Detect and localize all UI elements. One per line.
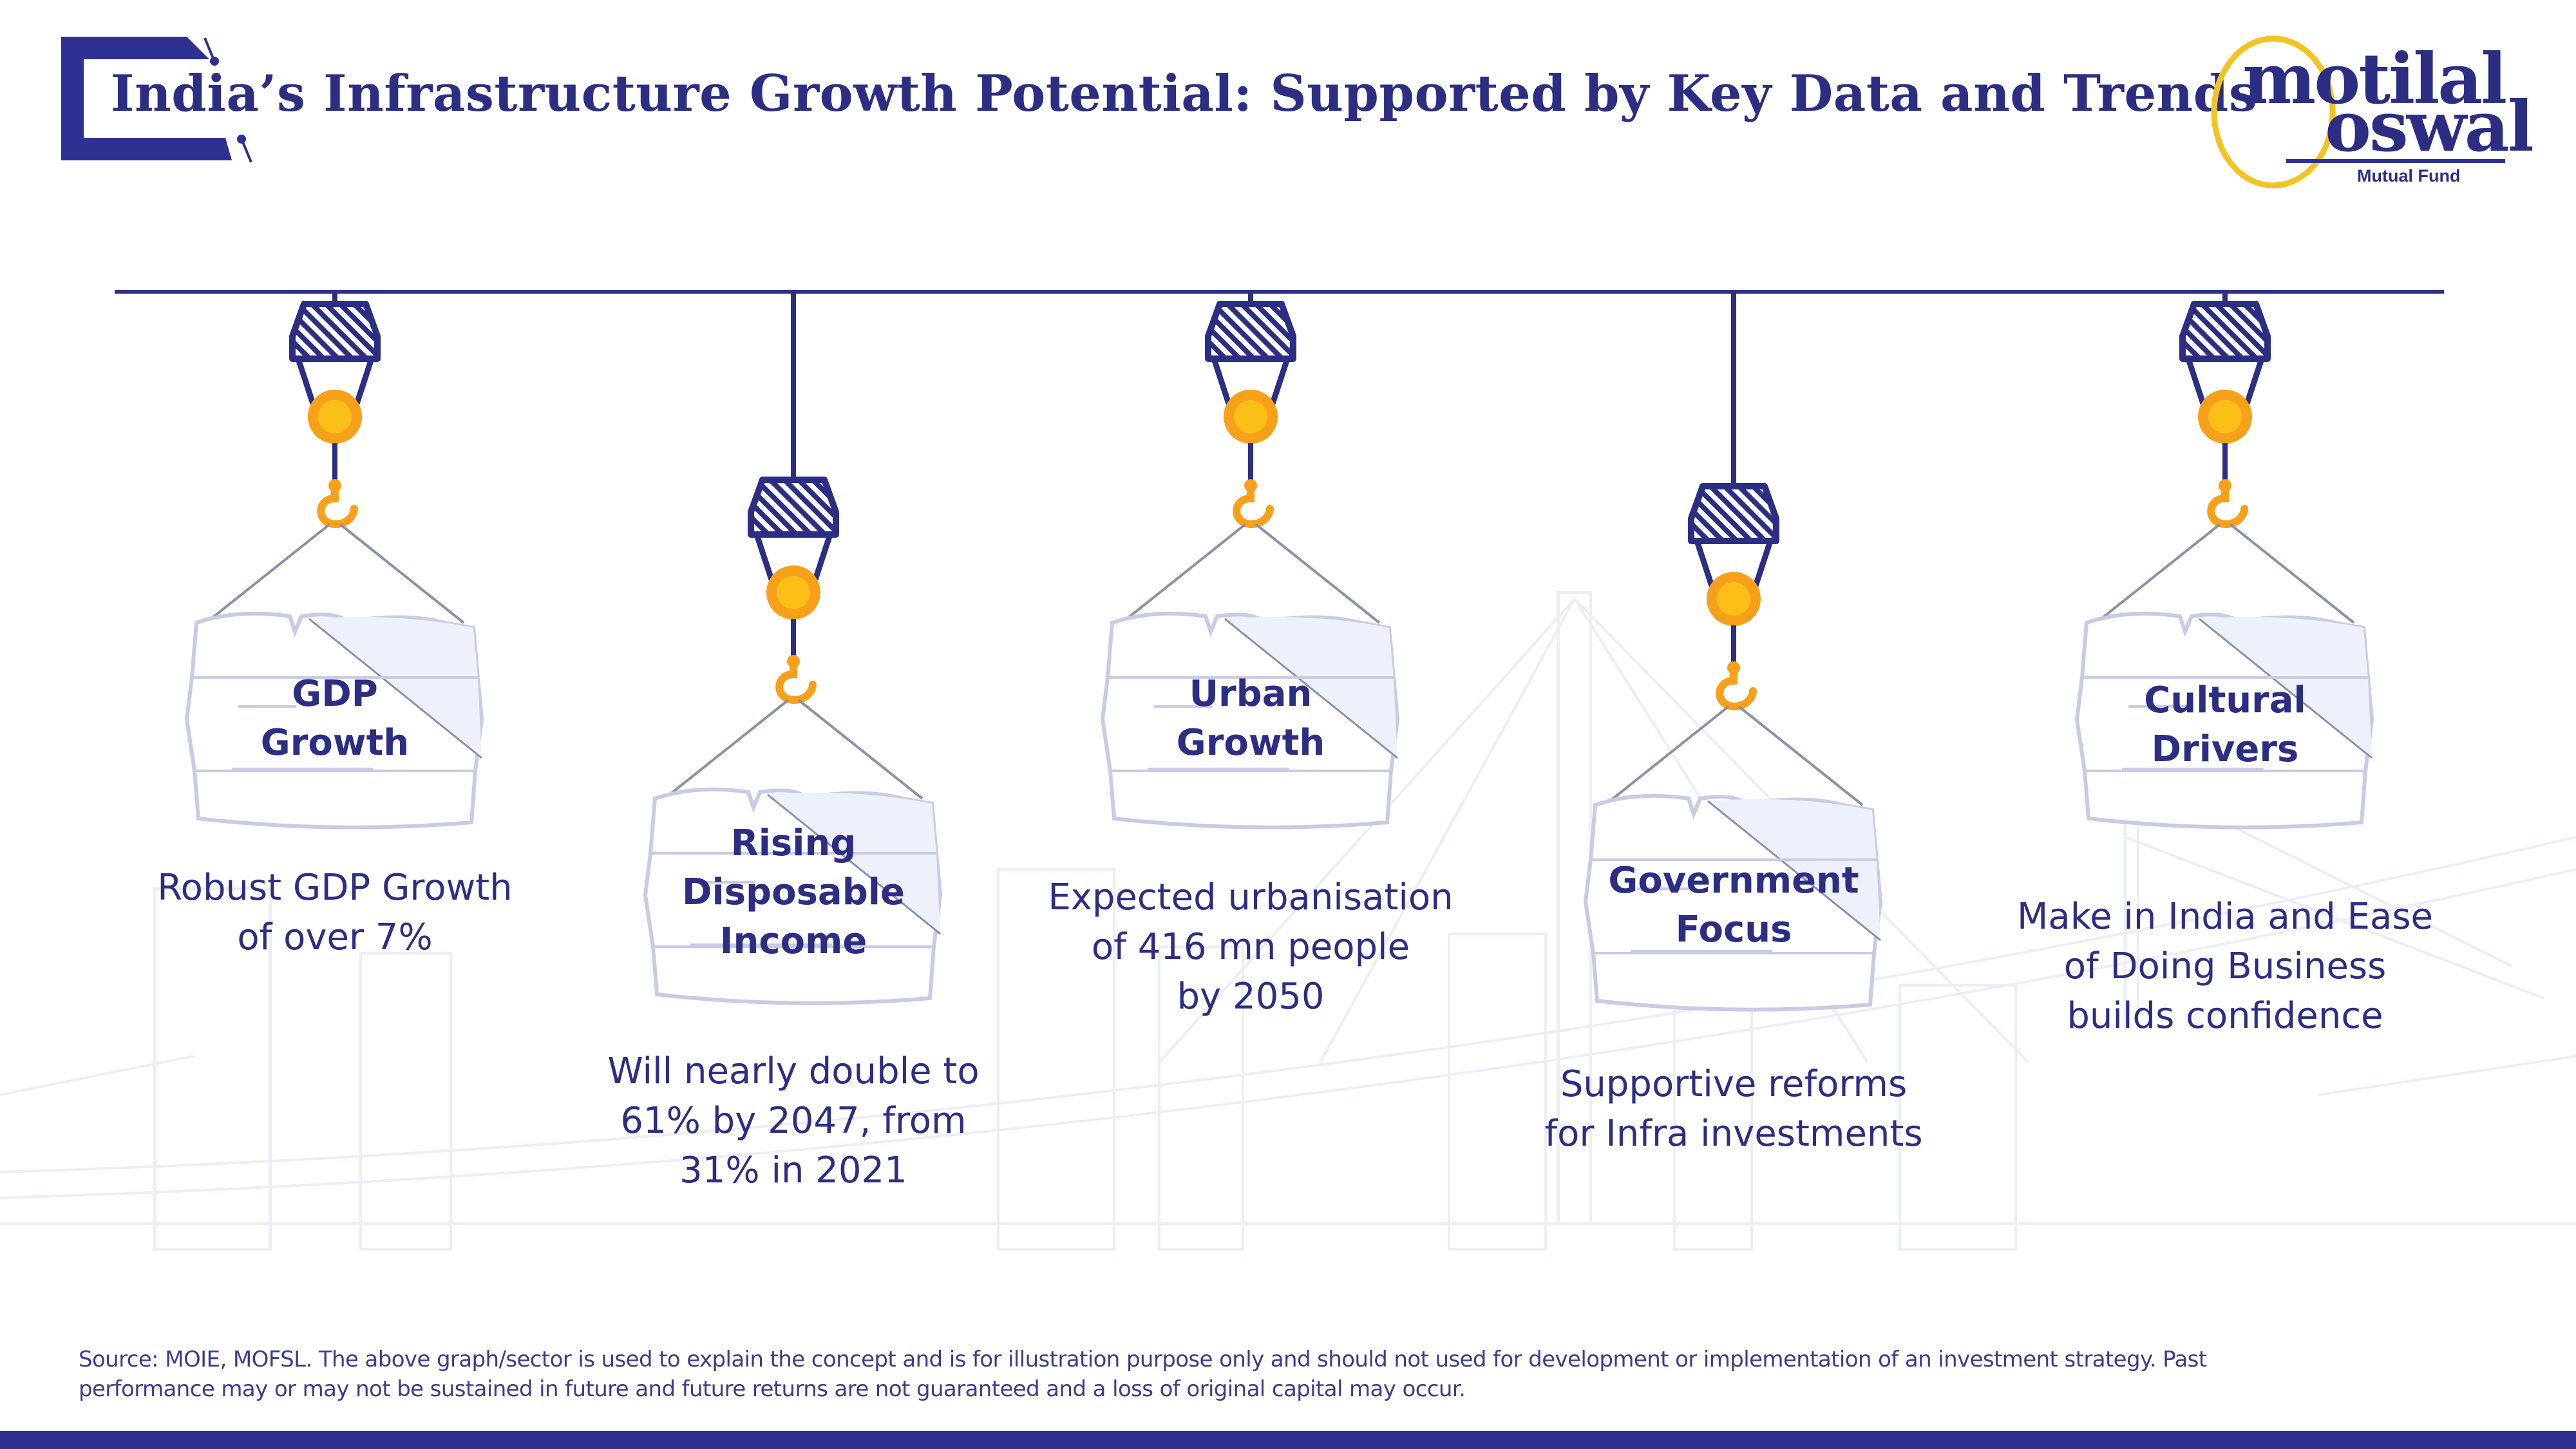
page-title: India’s Infrastructure Growth Potential:… [111,64,2258,123]
driver-label: Government Focus [1608,857,1859,954]
driver-label-line: Disposable [682,871,905,913]
driver-description-line: Make in India and Ease [2017,896,2433,938]
driver-description: Will nearly double to 61% by 2047, from 31… [607,1046,979,1195]
logo-word-oswal: oswal [2325,86,2534,167]
driver-description-line: Supportive reforms [1560,1063,1908,1105]
gantry-line [115,290,2444,294]
driver-label-line: Government [1608,860,1859,902]
driver-description: Robust GDP Growth of over 7% [157,863,512,962]
crane-hook-icon [184,292,484,829]
driver-label-line: Urban [1189,673,1312,715]
driver-description: Expected urbanisation of 416 mn people by … [1048,873,1453,1021]
crane-hook-icon [2074,292,2374,829]
driver-label-line: GDP [292,673,378,715]
driver-label: Urban Growth [1177,670,1325,768]
driver-description: Make in India and Ease of Doing Business b… [2017,892,2433,1041]
driver-description-line: Expected urbanisation [1048,876,1454,918]
driver-description-line: Will nearly double to [607,1050,980,1092]
driver-label-line: Focus [1675,909,1792,951]
driver-label: GDP Growth [261,670,409,768]
driver-item [1083,292,1418,832]
driver-item [626,292,961,1008]
driver-description-line: of over 7% [237,916,433,958]
motilal-oswal-logo: motilal oswal [2209,32,2534,193]
driver-item [167,292,502,832]
driver-label-line: Growth [1176,722,1325,764]
driver-label-line: Growth [260,722,410,764]
driver-description-line: of 416 mn people [1091,926,1410,968]
title-bracket-decoration [61,37,232,160]
driver-item [1566,292,1901,1014]
crane-hook-icon [643,292,943,1005]
driver-label: Rising Disposable Income [682,819,905,966]
driver-description-line: for Infra investments [1544,1113,1923,1155]
footer-bar [0,1431,2576,1449]
driver-label: Cultural Drivers [2144,676,2306,774]
source-disclaimer: Source: MOIE, MOFSL. The above graph/sec… [79,1345,2513,1404]
crane-hook-icon [1100,292,1400,829]
driver-description-line: builds confidence [2067,995,2383,1037]
driver-description-line: 61% by 2047, from [620,1100,967,1142]
disclaimer-line-2: performance may or may not be sustained … [79,1376,1466,1402]
driver-description: Supportive reforms for Infra investments [1544,1059,1922,1159]
driver-label-line: Income [719,920,867,962]
driver-label-line: Cultural [2144,679,2306,721]
driver-label-line: Drivers [2151,728,2299,770]
disclaimer-line-1: Source: MOIE, MOFSL. The above graph/sec… [79,1347,2207,1372]
driver-label-line: Rising [730,822,857,864]
logo-subtitle: Mutual Fund [2357,166,2461,185]
title-frame-decoration [204,36,2125,164]
driver-description-line: Robust GDP Growth [157,867,513,909]
logo-word-motilal: motilal [2242,39,2507,120]
driver-description-line: 31% in 2021 [679,1150,907,1191]
driver-item [2058,292,2392,832]
driver-description-line: of Doing Business [2063,945,2387,987]
crane-hook-icon [1583,292,1883,1012]
driver-description-line: by 2050 [1177,976,1325,1018]
